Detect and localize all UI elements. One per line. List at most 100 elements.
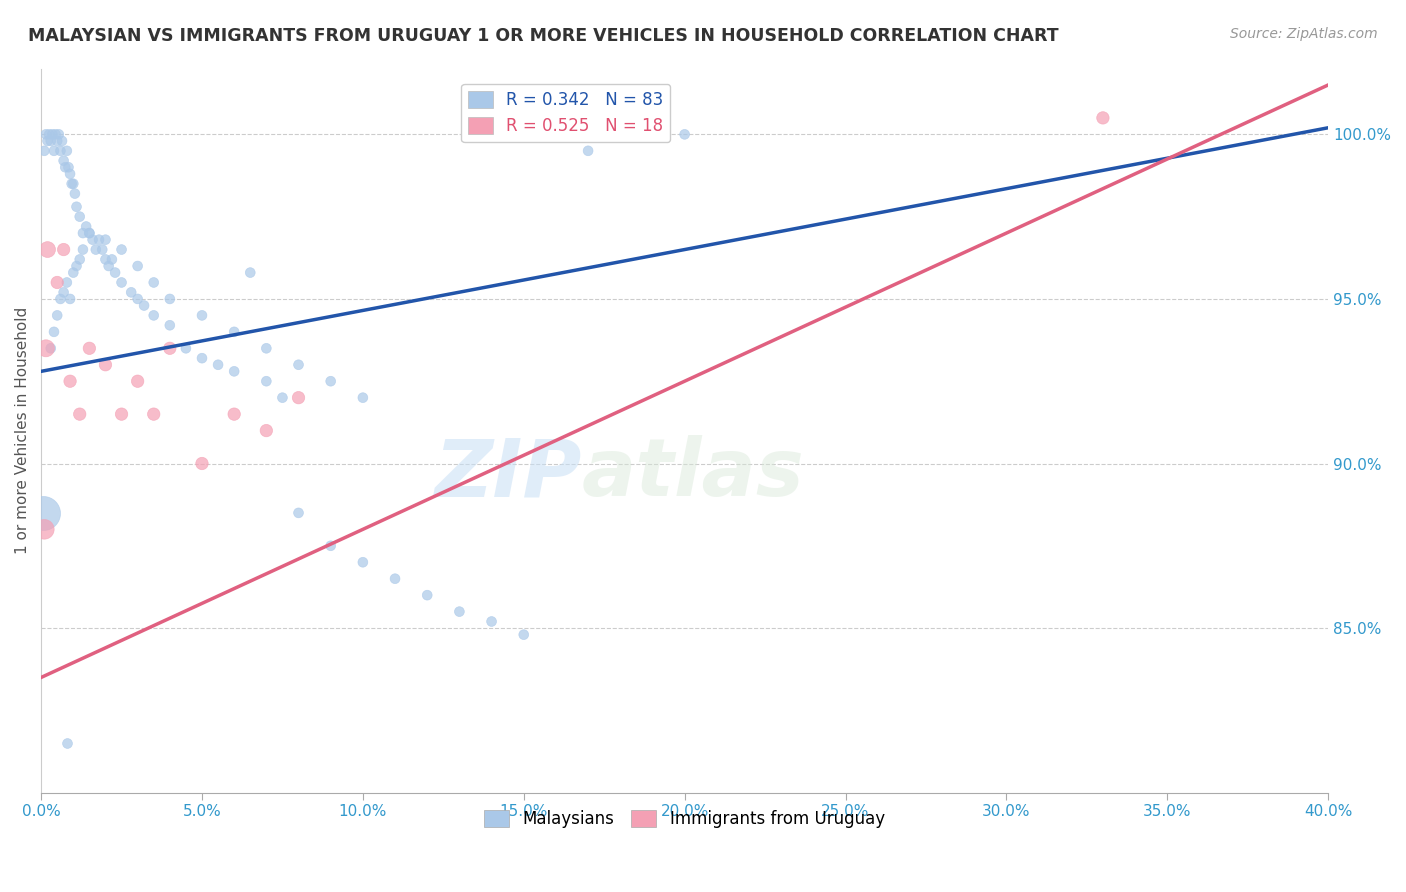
Point <box>513 628 536 642</box>
Point <box>352 555 374 569</box>
Point <box>110 276 132 290</box>
Point <box>352 391 374 405</box>
Point <box>127 292 149 306</box>
Text: MALAYSIAN VS IMMIGRANTS FROM URUGUAY 1 OR MORE VEHICLES IN HOUSEHOLD CORRELATION: MALAYSIAN VS IMMIGRANTS FROM URUGUAY 1 O… <box>28 27 1059 45</box>
Point <box>449 605 471 619</box>
Point <box>56 276 79 290</box>
Point <box>72 226 94 240</box>
Point <box>59 374 82 388</box>
Point <box>159 318 181 333</box>
Point <box>59 292 82 306</box>
Point <box>254 374 277 388</box>
Point <box>544 128 567 142</box>
Point <box>239 266 262 280</box>
Point <box>120 285 142 300</box>
Point <box>94 358 117 372</box>
Point <box>46 309 69 323</box>
Point <box>79 341 101 355</box>
Point <box>49 144 72 158</box>
Point <box>79 226 101 240</box>
Point <box>254 424 277 438</box>
Point <box>271 391 294 405</box>
Point <box>56 144 79 158</box>
Point <box>56 736 79 750</box>
Point <box>127 374 149 388</box>
Point <box>35 128 58 142</box>
Point <box>101 252 124 267</box>
Point <box>65 200 87 214</box>
Point <box>132 298 155 312</box>
Point <box>641 128 664 142</box>
Point <box>174 341 197 355</box>
Point <box>34 144 56 158</box>
Point <box>416 588 439 602</box>
Point <box>63 186 86 201</box>
Point <box>384 572 406 586</box>
Point <box>191 309 214 323</box>
Point <box>49 292 72 306</box>
Point <box>224 407 246 421</box>
Point <box>48 128 70 142</box>
Point <box>142 407 165 421</box>
Point <box>191 457 214 471</box>
Point <box>53 161 76 175</box>
Point <box>224 325 246 339</box>
Point <box>142 309 165 323</box>
Point <box>110 407 132 421</box>
Point <box>69 252 91 267</box>
Point <box>191 351 214 366</box>
Point <box>69 407 91 421</box>
Point <box>51 134 73 148</box>
Text: Source: ZipAtlas.com: Source: ZipAtlas.com <box>1230 27 1378 41</box>
Y-axis label: 1 or more Vehicles in Household: 1 or more Vehicles in Household <box>15 307 30 554</box>
Point <box>673 128 696 142</box>
Point <box>1091 111 1114 125</box>
Point <box>35 341 58 355</box>
Point <box>75 219 97 234</box>
Point <box>110 243 132 257</box>
Legend: Malaysians, Immigrants from Uruguay: Malaysians, Immigrants from Uruguay <box>478 804 891 835</box>
Text: atlas: atlas <box>582 435 804 513</box>
Point <box>84 243 107 257</box>
Point <box>39 341 62 355</box>
Point <box>42 325 65 339</box>
Point <box>62 177 84 191</box>
Point <box>62 266 84 280</box>
Point <box>481 615 503 629</box>
Point <box>59 167 82 181</box>
Point <box>287 506 309 520</box>
Point <box>37 134 59 148</box>
Text: ZIP: ZIP <box>434 435 582 513</box>
Point <box>94 233 117 247</box>
Point <box>142 276 165 290</box>
Point <box>39 134 62 148</box>
Point <box>45 128 67 142</box>
Point <box>319 374 342 388</box>
Point <box>207 358 229 372</box>
Point <box>609 128 631 142</box>
Point <box>224 364 246 378</box>
Point <box>159 341 181 355</box>
Point <box>576 144 599 158</box>
Point <box>319 539 342 553</box>
Point <box>31 506 53 520</box>
Point <box>79 226 101 240</box>
Point <box>127 259 149 273</box>
Point <box>94 252 117 267</box>
Point <box>82 233 104 247</box>
Point <box>159 292 181 306</box>
Point <box>97 259 120 273</box>
Point <box>38 128 60 142</box>
Point <box>34 522 56 536</box>
Point <box>287 391 309 405</box>
Point <box>87 233 110 247</box>
Point <box>41 128 63 142</box>
Point <box>65 259 87 273</box>
Point <box>104 266 127 280</box>
Point <box>52 153 75 168</box>
Point <box>46 276 69 290</box>
Point <box>60 177 83 191</box>
Point <box>287 358 309 372</box>
Point <box>58 161 80 175</box>
Point <box>52 285 75 300</box>
